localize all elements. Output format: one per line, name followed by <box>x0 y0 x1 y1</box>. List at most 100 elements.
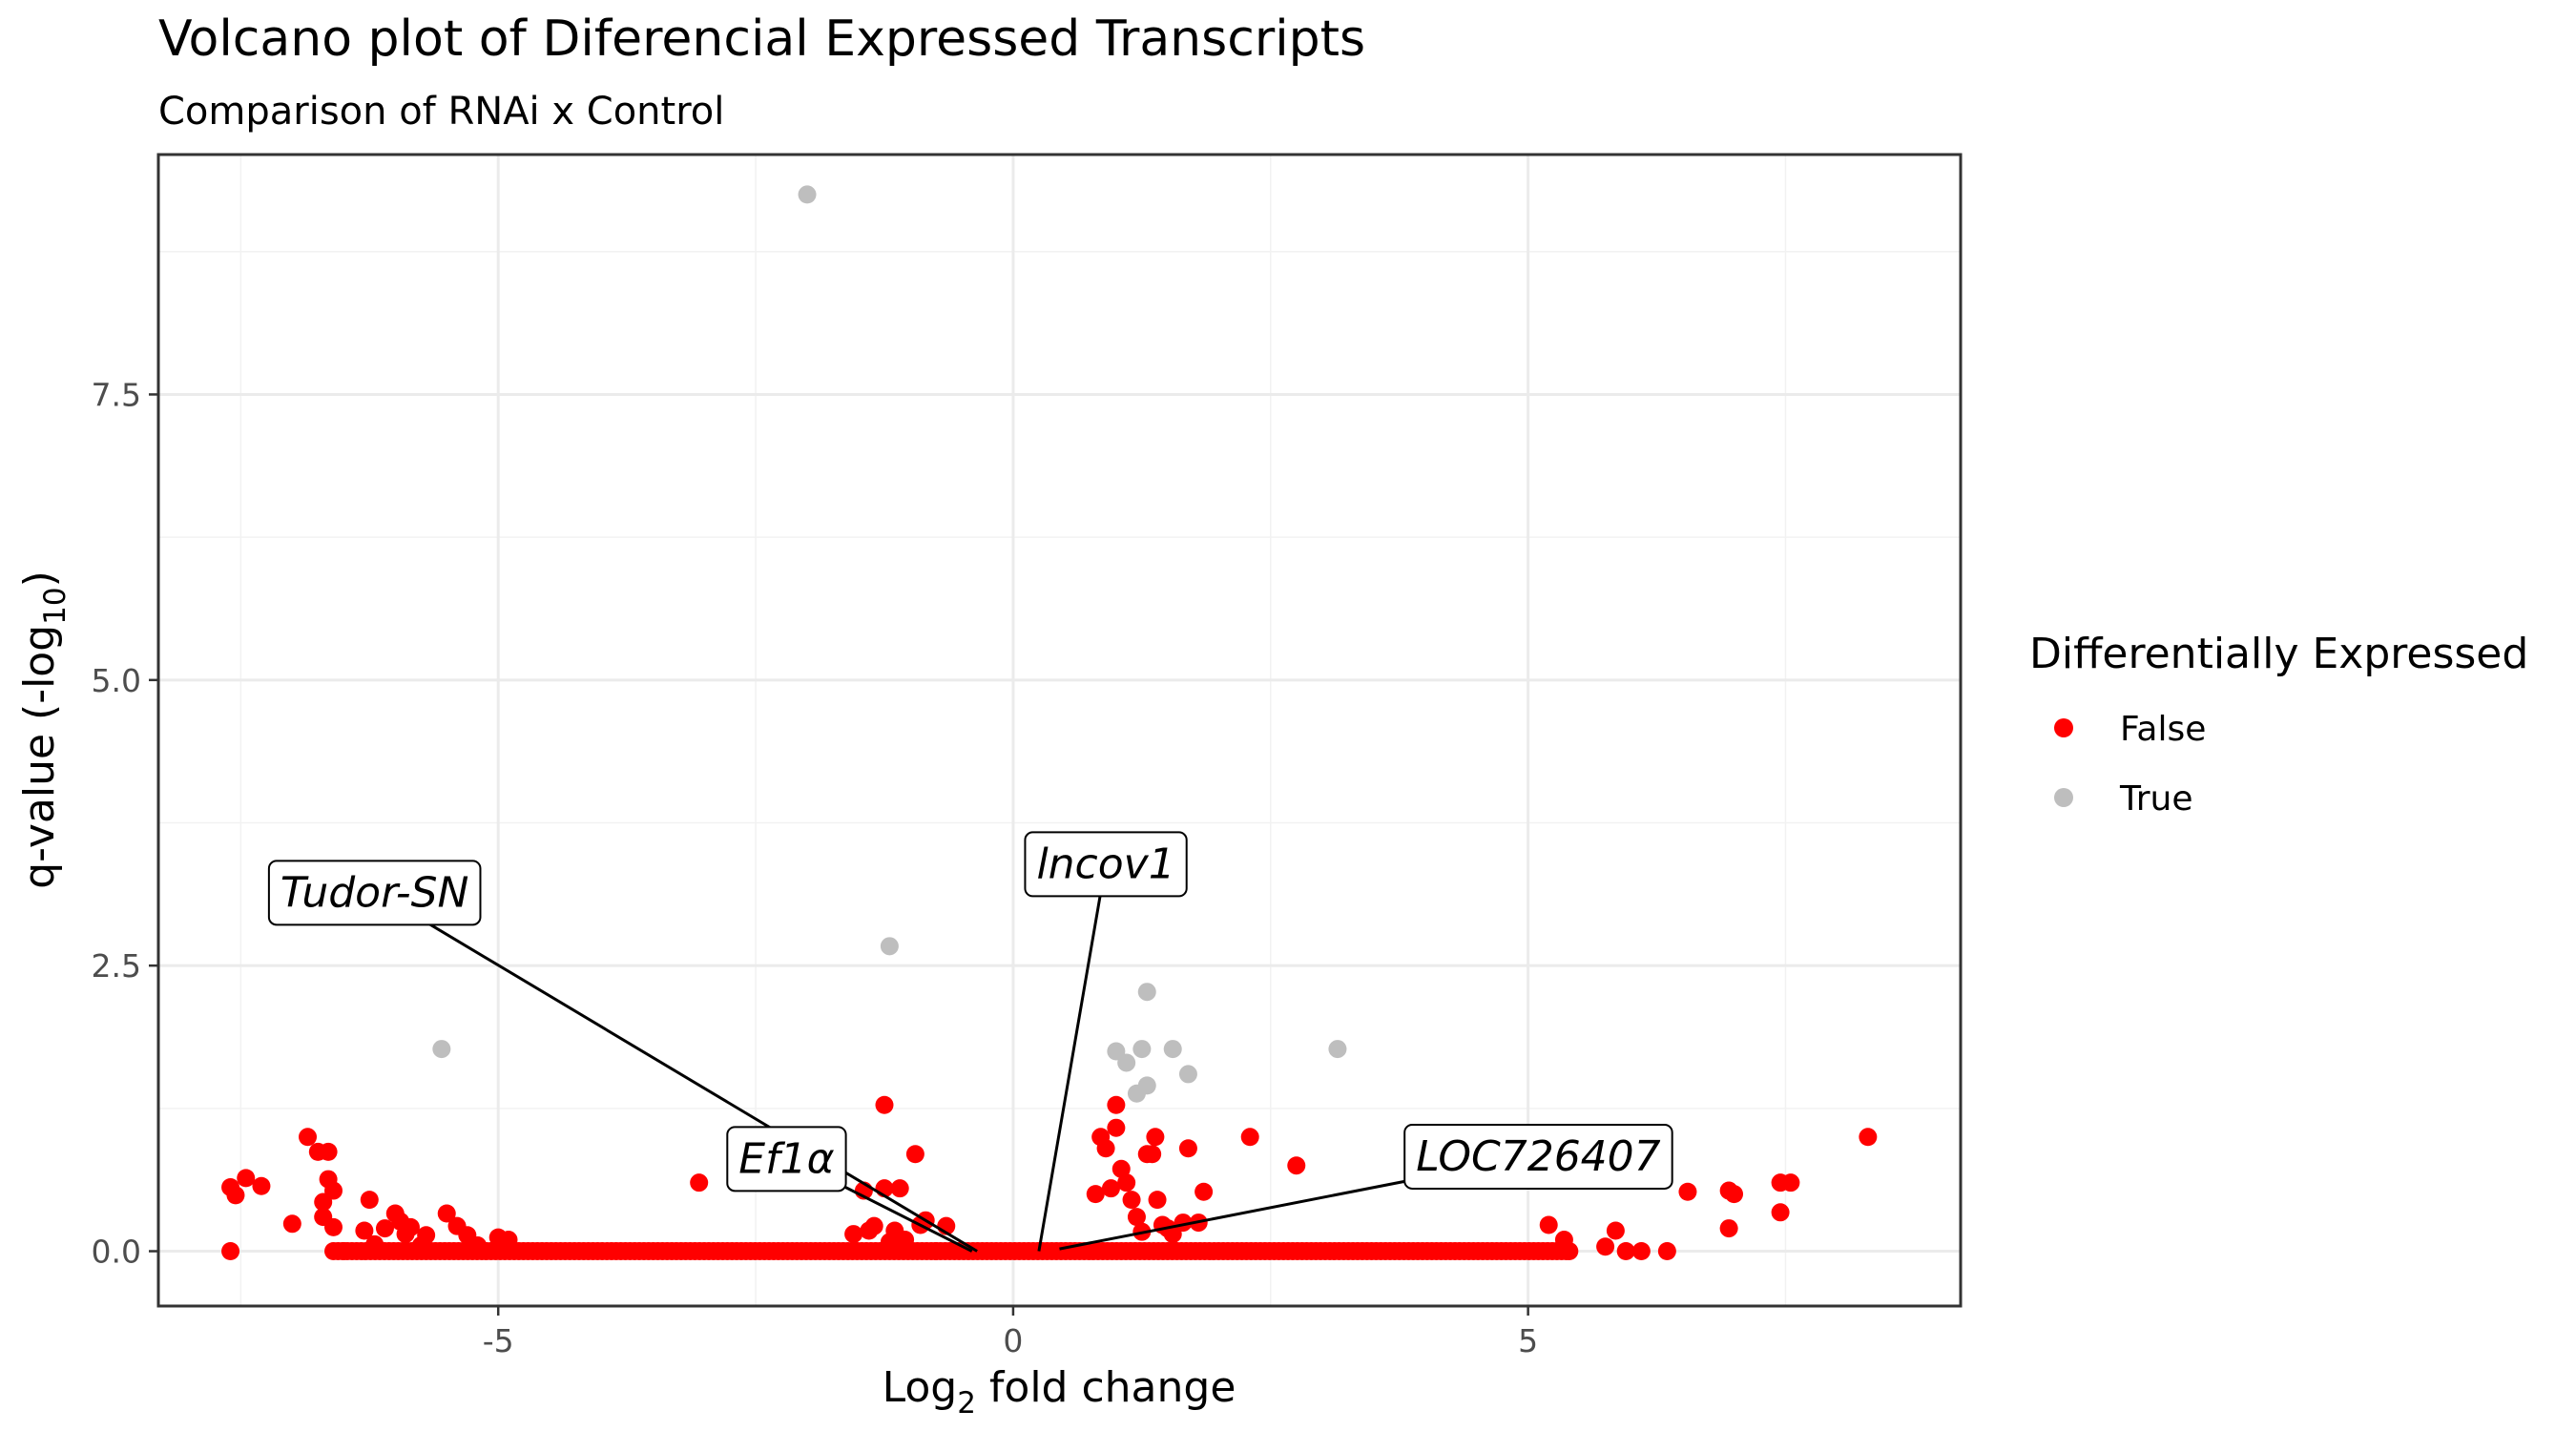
point-false <box>1107 1118 1126 1137</box>
point-false <box>437 1204 456 1223</box>
point-false <box>1111 1159 1131 1178</box>
annotation-label-box <box>1403 1123 1673 1190</box>
point-false <box>334 1242 353 1261</box>
chart-title: Volcano plot of Diferencial Expressed Tr… <box>158 10 1365 68</box>
annotation-leader-line <box>373 890 978 1253</box>
point-false <box>1725 1185 1744 1204</box>
annotation-leader-line <box>1037 862 1108 1252</box>
point-false <box>1678 1182 1697 1201</box>
x-axis-title-rest: fold change <box>976 1363 1236 1412</box>
point-false <box>875 1095 894 1114</box>
y-axis-ticks: 0.0 2.5 5.0 7.5 <box>92 376 158 1271</box>
point-false <box>1143 1145 1162 1164</box>
point-false <box>1616 1242 1635 1261</box>
panel-background <box>158 155 1961 1306</box>
y-axis-title-main: q-value (-log <box>15 625 64 889</box>
point-false <box>844 1225 863 1244</box>
annotation-label-box <box>1024 831 1188 898</box>
point-false <box>1657 1242 1676 1261</box>
point-false <box>221 1242 240 1261</box>
point-false <box>1127 1208 1146 1227</box>
x-axis-title: Log2 fold change <box>883 1363 1236 1421</box>
point-true <box>1178 1065 1197 1084</box>
x-axis-ticks: -5 0 5 <box>483 1306 1538 1359</box>
point-false <box>1240 1128 1259 1147</box>
annotation-label: lncov1 <box>1036 840 1174 888</box>
point-false <box>417 1226 436 1245</box>
point-false <box>401 1217 420 1236</box>
point-true <box>1117 1053 1136 1072</box>
point-true <box>1163 1040 1182 1059</box>
y-tick-label: 7.5 <box>92 376 141 413</box>
point-false <box>1287 1156 1306 1175</box>
y-axis-title-rest: ) <box>15 570 64 587</box>
legend-label-false: False <box>2120 710 2206 749</box>
legend-key-false <box>2054 718 2073 737</box>
point-false <box>360 1191 379 1210</box>
point-false <box>499 1231 518 1250</box>
gene-annotations: Tudor-SN lncov1 Ef1α LOC726407 <box>267 831 1673 1253</box>
point-false <box>282 1214 301 1234</box>
point-false <box>1101 1179 1120 1198</box>
point-false <box>690 1173 709 1192</box>
point-false <box>324 1181 343 1200</box>
point-false <box>1122 1191 1141 1210</box>
point-false <box>1195 1182 1214 1201</box>
point-false <box>890 1179 909 1198</box>
y-axis-title-subscript: 10 <box>38 587 73 624</box>
x-tick-label: 5 <box>1518 1322 1538 1359</box>
point-false <box>1107 1095 1126 1114</box>
annotation-label: LOC726407 <box>1416 1132 1660 1181</box>
point-false <box>1631 1242 1651 1261</box>
legend-title: Differentially Expressed <box>2029 630 2528 678</box>
point-false <box>355 1221 374 1240</box>
y-tick-label: 2.5 <box>92 947 141 985</box>
point-false <box>905 1145 924 1164</box>
point-false <box>299 1128 318 1147</box>
panel-border <box>156 153 1963 1308</box>
point-true <box>798 185 817 204</box>
point-false <box>324 1217 343 1236</box>
y-tick-label: 0.0 <box>92 1234 141 1271</box>
point-false <box>1539 1215 1558 1234</box>
point-false <box>226 1186 245 1205</box>
annotation-label-box <box>726 1126 847 1192</box>
point-true <box>432 1040 451 1059</box>
point-false <box>864 1216 883 1235</box>
minor-gridlines <box>158 155 1961 1306</box>
x-tick-label: 0 <box>1003 1322 1023 1359</box>
point-false <box>1771 1203 1790 1222</box>
legend-label-true: True <box>2119 779 2192 819</box>
annotation-label: Tudor-SN <box>280 868 469 917</box>
point-false <box>1781 1173 1800 1192</box>
y-axis-title: q-value (-log10) <box>15 570 73 889</box>
plot-panel: Tudor-SN lncov1 Ef1α LOC726407 <box>156 153 1963 1308</box>
legend: Differentially Expressed False True <box>2029 630 2528 819</box>
point-false <box>926 1242 945 1261</box>
y-tick-label: 5.0 <box>92 662 141 699</box>
point-false <box>319 1142 338 1161</box>
point-false <box>1606 1221 1625 1240</box>
point-false <box>1719 1219 1738 1238</box>
point-false <box>237 1169 256 1188</box>
data-points <box>221 185 1878 1261</box>
point-false <box>468 1236 488 1255</box>
point-false <box>1596 1237 1615 1256</box>
annotation-label: Ef1α <box>738 1134 834 1183</box>
point-false <box>1178 1139 1197 1158</box>
point-true <box>1127 1084 1146 1103</box>
chart-subtitle: Comparison of RNAi x Control <box>158 90 724 134</box>
point-true <box>1132 1040 1152 1059</box>
point-false <box>1859 1128 1878 1147</box>
point-false <box>1560 1242 1579 1261</box>
x-axis-title-main: Log <box>883 1363 958 1412</box>
point-true <box>880 937 899 956</box>
point-false <box>896 1231 915 1250</box>
point-false <box>252 1176 271 1195</box>
point-false <box>1174 1213 1193 1233</box>
x-tick-label: -5 <box>483 1322 514 1359</box>
annotation-label-box <box>267 860 482 926</box>
point-false <box>365 1234 384 1254</box>
x-axis-title-subscript: 2 <box>957 1386 976 1421</box>
